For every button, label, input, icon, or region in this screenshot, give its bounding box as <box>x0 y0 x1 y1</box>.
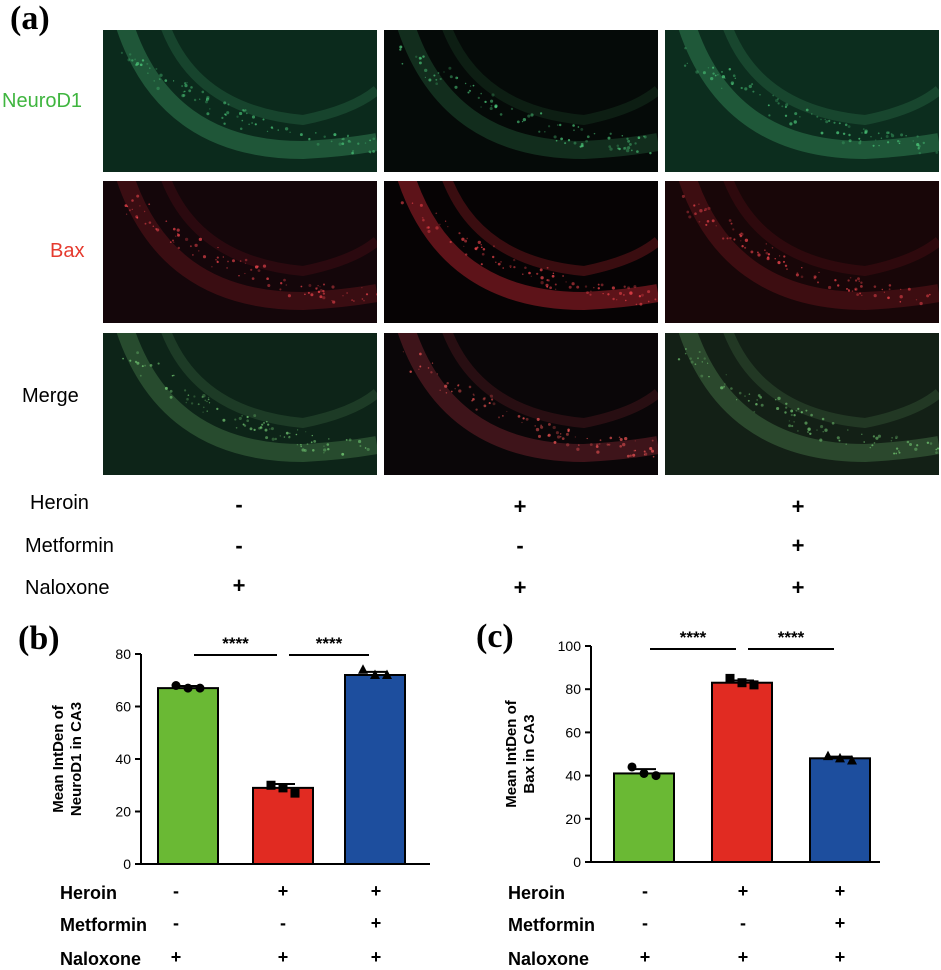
chart-b-naloxone-sign-3: + <box>370 947 382 967</box>
panel-c-label: (c) <box>476 618 514 655</box>
panel-a-metformin-label: Metformin <box>25 535 114 557</box>
chart-b-ytick-label: 60 <box>115 699 131 715</box>
chart-c-bar-3 <box>809 757 871 864</box>
chart-c-sig-label-1: **** <box>680 628 707 647</box>
chart-b-bar-2 <box>252 786 314 865</box>
chart-c-ytick-label: 40 <box>565 768 581 784</box>
chart-b-sig-label-1: **** <box>222 634 249 653</box>
chart-c-point <box>835 752 845 763</box>
chart-b-point <box>370 669 380 679</box>
chart-c-sig-label-2: **** <box>778 628 805 647</box>
chart-b-heroin-sign-2: + <box>277 881 289 901</box>
chart-b-ytick-label: 0 <box>123 856 131 872</box>
chart-c-metformin-sign-1: - <box>642 913 648 933</box>
chart-c-ytick-label: 60 <box>565 724 581 740</box>
chart-b-naloxone-sign-1: + <box>170 947 182 967</box>
chart-c-point <box>737 678 747 688</box>
micrograph-red-3 <box>665 181 939 323</box>
row-label-neurod1: NeuroD1 <box>2 90 83 112</box>
chart-b-metformin-label: Metformin <box>60 915 147 935</box>
panel-a-metformin-sign-1: - <box>235 533 243 558</box>
chart-c-point <box>847 754 857 765</box>
chart-c-point <box>749 680 759 690</box>
panel-a-naloxone-sign-3: + <box>791 575 805 600</box>
chart-b-heroin-sign-3: + <box>370 881 382 901</box>
chart-b-bar-1 <box>157 687 219 865</box>
chart-b-metformin-sign-2: - <box>280 913 286 933</box>
chart-c-point <box>627 762 637 772</box>
chart-c-ytick-label: 0 <box>573 854 581 870</box>
micrograph-red-2 <box>384 181 658 323</box>
chart-c-point <box>639 768 649 778</box>
panel-a-naloxone-sign-2: + <box>513 575 527 600</box>
chart-c-heroin-sign-3: + <box>834 881 846 901</box>
chart-b-ytick-label: 80 <box>115 646 131 662</box>
chart-b-point <box>183 683 193 693</box>
row-label-bax: Bax <box>50 240 85 262</box>
panel-a-heroin-sign-2: + <box>513 494 527 519</box>
chart-c-point <box>725 673 735 683</box>
chart-b-point <box>290 788 300 798</box>
micrograph-merge-2 <box>384 333 658 475</box>
chart-c-naloxone-sign-1: + <box>639 947 651 967</box>
chart-c-naloxone-sign-3: + <box>834 947 846 967</box>
panel-a-naloxone-label: Naloxone <box>25 577 110 599</box>
chart-b-point <box>171 681 181 690</box>
chart-b-bar-3 <box>344 674 406 865</box>
chart-b-point <box>195 683 205 693</box>
micrograph-merge-1 <box>103 333 377 475</box>
chart-c-y-axis-label: Mean IntDen ofBax in CA3 <box>503 699 538 808</box>
chart-b-y-axis-label: Mean IntDen ofNeuroD1 in CA3 <box>50 702 85 816</box>
micrograph-green-2 <box>384 30 658 172</box>
chart-b-naloxone-label: Naloxone <box>60 949 142 969</box>
chart-b-point <box>278 783 288 793</box>
chart-c-naloxone-label: Naloxone <box>508 949 590 969</box>
panel-a-heroin-sign-3: + <box>791 494 805 519</box>
chart-c-ytick-label: 80 <box>565 681 581 697</box>
chart-c-naloxone-sign-2: + <box>737 947 749 967</box>
chart-c-heroin-sign-1: - <box>642 881 648 901</box>
chart-b-ytick-label: 40 <box>115 751 131 767</box>
panel-a-metformin-sign-2: - <box>516 533 524 558</box>
panel-a-heroin-label: Heroin <box>30 492 89 514</box>
micrograph-green-3 <box>665 30 939 172</box>
chart-c-point <box>651 771 661 781</box>
micrograph-green-1 <box>103 30 377 172</box>
chart-b-metformin-sign-3: + <box>370 913 382 933</box>
panel-a-label: (a) <box>10 0 50 37</box>
chart-b-heroin-sign-1: - <box>173 881 179 901</box>
chart-c-metformin-label: Metformin <box>508 915 595 935</box>
micrograph-red-1 <box>103 181 377 323</box>
chart-c-heroin-label: Heroin <box>508 883 566 903</box>
row-label-merge: Merge <box>22 385 79 407</box>
panel-a-naloxone-sign-1: + <box>232 573 246 598</box>
chart-c-ytick-label: 20 <box>565 811 581 827</box>
chart-c-ytick-label: 100 <box>558 638 582 654</box>
chart-b-point <box>266 780 276 790</box>
chart-b-point <box>358 664 368 674</box>
chart-b-point <box>382 669 392 679</box>
chart-c-metformin-sign-3: + <box>834 913 846 933</box>
chart-c-bar-1 <box>613 772 675 863</box>
chart-b-naloxone-sign-2: + <box>277 947 289 967</box>
chart-c-heroin-sign-2: + <box>737 881 749 901</box>
panel-a-heroin-sign-1: - <box>235 492 243 517</box>
chart-c-point <box>823 750 833 761</box>
chart-c-bar-2 <box>711 681 773 863</box>
chart-b-heroin-label: Heroin <box>60 883 118 903</box>
panel-a-metformin-sign-3: + <box>791 533 805 558</box>
panel-b-label: (b) <box>18 620 60 657</box>
chart-b-sig-label-2: **** <box>316 634 343 653</box>
chart-c-metformin-sign-2: - <box>740 913 746 933</box>
chart-b-ytick-label: 20 <box>115 804 131 820</box>
micrograph-merge-3 <box>665 333 939 475</box>
chart-b-metformin-sign-1: - <box>173 913 179 933</box>
